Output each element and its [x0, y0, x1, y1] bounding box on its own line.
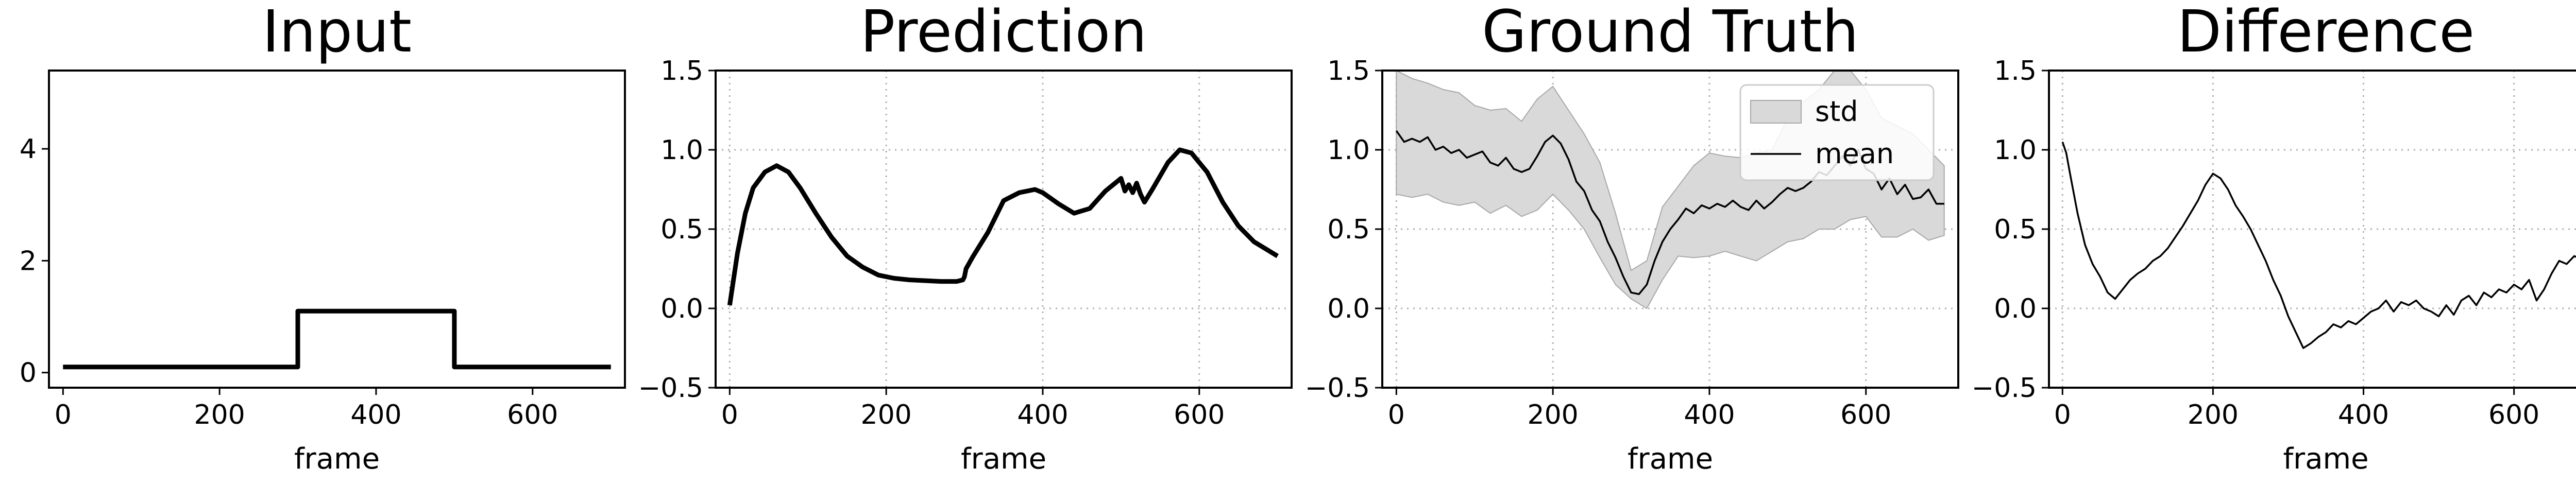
x-tick-label: 600: [1174, 400, 1225, 430]
x-tick-label: 600: [507, 400, 558, 430]
chart-title: Prediction: [860, 0, 1147, 65]
y-tick-label: 2: [20, 246, 37, 276]
x-tick-label: 0: [1388, 400, 1405, 430]
x-tick-label: 400: [350, 400, 401, 430]
y-tick-label: 4: [20, 134, 37, 165]
x-axis-label: frame: [1628, 442, 1713, 476]
plot-area: [727, 147, 1279, 306]
plot-area: [2061, 142, 2576, 349]
x-tick-label: 400: [1684, 400, 1735, 430]
y-tick-label: −0.5: [1305, 373, 1370, 404]
y-tick-label: 0.0: [660, 293, 703, 324]
chart-panel-2: 0 200 400 600 −0.5 0.0 0.5 1.0 1.5 Prediction fram…: [638, 0, 1293, 476]
y-tick-label: −0.5: [638, 373, 703, 404]
x-tick-label: 0: [2054, 400, 2071, 430]
chart-title: Difference: [2177, 0, 2475, 65]
series-line-line: [2061, 142, 2576, 349]
y-tick-label: 0.0: [1994, 293, 2037, 324]
x-tick-label: 600: [1840, 400, 1891, 430]
series-line-line: [63, 308, 611, 370]
y-tick-label: 1.0: [1327, 135, 1370, 166]
legend-swatch-std: [1750, 100, 1802, 124]
x-tick-label: 600: [2488, 400, 2539, 430]
plot-area: [63, 308, 611, 370]
x-axis-label: frame: [961, 442, 1046, 476]
axes-frame: [48, 70, 626, 389]
axes-frame: [2048, 70, 2576, 389]
x-tick-label: 200: [194, 400, 245, 430]
x-tick-label: 400: [2338, 400, 2389, 430]
chart-panel-4: 0 200 400 600 −0.5 0.0 0.5 1.0 1.5 Difference fram…: [1972, 0, 2576, 476]
y-tick-label: 0.5: [1994, 214, 2037, 245]
x-tick-label: 200: [2188, 400, 2239, 430]
y-tick-label: 1.0: [1994, 135, 2037, 166]
y-tick-label: 1.5: [1994, 56, 2037, 86]
legend-label-mean: mean: [1815, 137, 1894, 170]
y-tick-label: 0.5: [660, 214, 703, 245]
legend-label-std: std: [1815, 95, 1858, 128]
chart-title: Input: [262, 0, 412, 65]
y-tick-label: −0.5: [1972, 373, 2037, 404]
y-tick-label: 0.0: [1327, 293, 1370, 324]
legend: std mean: [1739, 84, 1935, 181]
chart-panel-1: 0 200 400 600 0 2 4 Input frame: [20, 0, 626, 476]
y-tick-label: 1.0: [660, 135, 703, 166]
y-tick-label: 0.5: [1327, 214, 1370, 245]
series-line-line: [727, 147, 1279, 306]
y-tick-label: 1.5: [660, 56, 703, 86]
y-tick-label: 0: [20, 358, 37, 389]
chart-panel-3: 0 200 400 600 −0.5 0.0 0.5 1.0 1.5 Ground Truth fr…: [1305, 0, 1959, 476]
x-axis-label: frame: [2283, 442, 2368, 476]
x-tick-label: 200: [1528, 400, 1579, 430]
chart-title: Ground Truth: [1482, 0, 1858, 65]
x-tick-label: 0: [721, 400, 738, 430]
y-tick-label: 1.5: [1327, 56, 1370, 86]
x-tick-label: 200: [861, 400, 912, 430]
x-tick-label: 400: [1017, 400, 1068, 430]
x-tick-label: 0: [55, 400, 72, 430]
x-axis-label: frame: [294, 442, 380, 476]
